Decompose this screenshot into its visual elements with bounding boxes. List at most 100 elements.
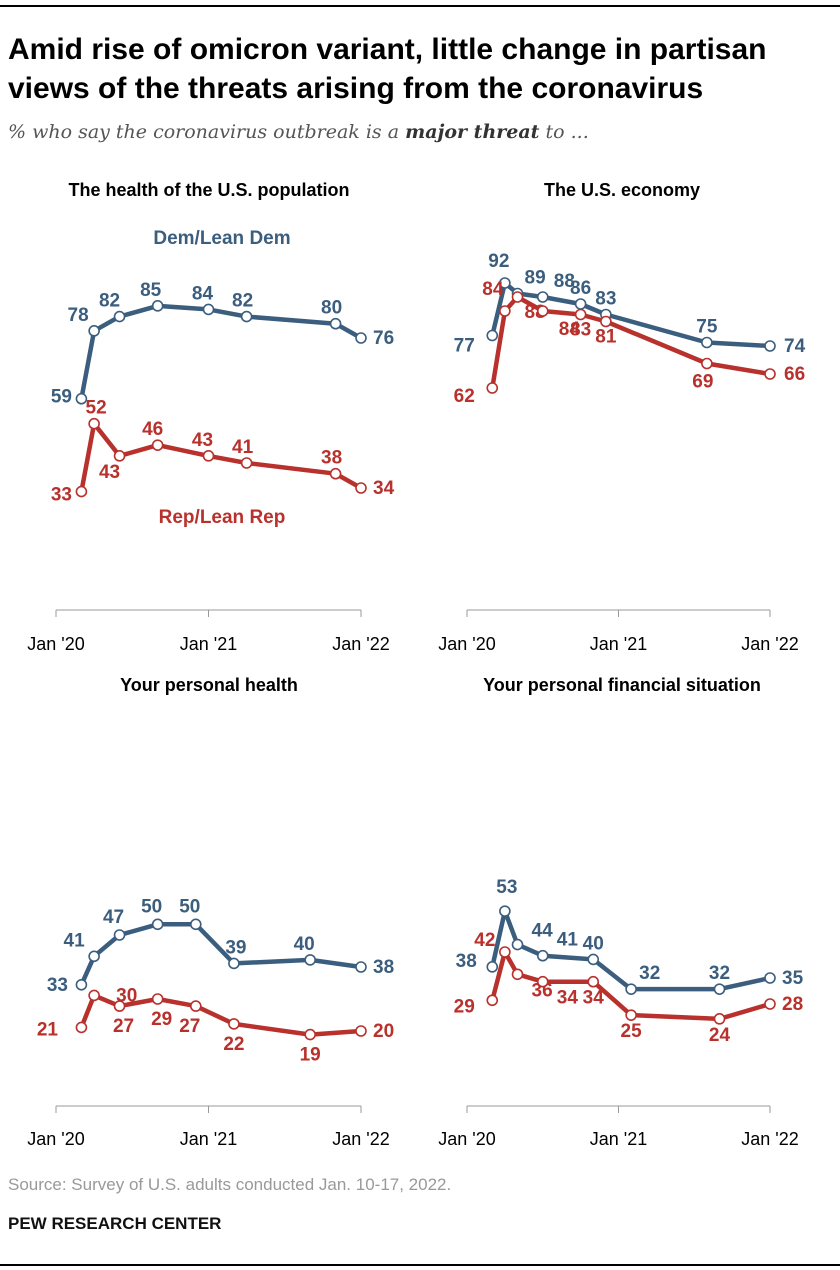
dem-data-label: 39 [225, 937, 246, 958]
rep-data-label: 19 [300, 1045, 321, 1066]
rep-data-point [486, 382, 499, 394]
x-tick-label: Jan '20 [438, 634, 495, 654]
rep-data-point [113, 1000, 126, 1012]
dem-data-label: 92 [488, 251, 509, 272]
rep-data-point [713, 1013, 726, 1025]
dem-data-point [75, 392, 88, 405]
rep-data-label: 52 [86, 398, 107, 419]
x-tick-label: Jan '20 [438, 1129, 495, 1149]
dem-data-label: 38 [456, 951, 477, 972]
dem-data-label: 47 [103, 907, 124, 928]
dem-data-label: 80 [321, 298, 342, 319]
dem-data-label: 86 [570, 278, 591, 299]
dem-series-line [490, 908, 773, 992]
rep-data-point [355, 1025, 367, 1037]
dem-data-point [701, 336, 713, 349]
dem-data-point [88, 325, 100, 337]
rep-data-label: 25 [621, 1021, 643, 1042]
rep-data-point [329, 467, 342, 480]
rep-data-label: 34 [557, 988, 579, 1009]
rep-data-point [189, 1000, 202, 1012]
dem-data-label: 78 [68, 305, 89, 326]
dem-data-point [625, 983, 637, 995]
rep-data-point [574, 308, 587, 321]
rep-data-point [587, 975, 600, 988]
dem-data-point [304, 954, 316, 966]
top-rule [0, 5, 840, 7]
rep-data-label: 34 [373, 478, 395, 499]
page-title: Amid rise of omicron variant, little cha… [8, 33, 767, 105]
dem-data-label: 32 [709, 963, 730, 984]
rep-data-label: 24 [709, 1025, 731, 1046]
rep-data-label: 84 [559, 319, 581, 340]
x-tick-label: Jan '20 [27, 634, 84, 654]
bottom-rule [0, 1264, 840, 1266]
rep-data-label: 20 [373, 1021, 394, 1042]
x-tick-label: Jan '22 [332, 1129, 389, 1149]
rep-data-point [764, 368, 776, 380]
chart-panel-4: Your personal financial situation Jan '20… [438, 675, 803, 1149]
dem-data-label: 50 [179, 896, 200, 917]
dem-data-label: 40 [583, 933, 604, 954]
rep-data-point [499, 946, 511, 958]
page-subtitle: % who say the coronavirus outbreak is a … [8, 121, 589, 143]
dem-data-point [587, 953, 600, 966]
dem-data-label: 32 [639, 963, 660, 984]
x-tick-label: Jan '21 [180, 634, 237, 654]
rep-data-point [511, 968, 524, 981]
rep-data-label: 33 [51, 485, 72, 506]
subtitle-emphasis: major threat [405, 121, 540, 143]
rep-data-point [88, 417, 100, 430]
x-tick-label: Jan '21 [590, 634, 647, 654]
dem-data-label: 44 [532, 921, 554, 942]
organization-name: PEW RESEARCH CENTER [8, 1214, 222, 1233]
dem-data-point [202, 303, 215, 316]
dem-data-point [764, 972, 776, 984]
rep-data-point [536, 305, 549, 317]
dem-data-label: 38 [373, 957, 394, 978]
rep-data-point [486, 994, 499, 1007]
dem-data-label: 89 [525, 268, 546, 289]
rep-data-label: 22 [223, 1034, 244, 1055]
rep-data-point [151, 439, 164, 451]
rep-data-point [228, 1018, 240, 1030]
x-tick-label: Jan '20 [27, 1129, 84, 1149]
dem-data-point [329, 317, 342, 330]
rep-data-label: 29 [151, 1009, 172, 1030]
dem-data-label: 75 [696, 317, 718, 338]
rep-data-point [113, 450, 126, 462]
dem-data-point [499, 277, 511, 289]
dem-data-point [228, 957, 240, 970]
rep-data-point [701, 357, 713, 370]
dem-data-label: 85 [140, 280, 162, 301]
rep-data-label: 46 [142, 419, 163, 440]
rep-data-point [625, 1009, 637, 1021]
x-tick-label: Jan '22 [332, 634, 389, 654]
panel-title: Your personal financial situation [483, 675, 761, 695]
subtitle-text: % who say the coronavirus outbreak is a [8, 121, 406, 143]
dem-data-point [151, 300, 164, 312]
chart-panel-2: The U.S. economy Jan '20 Jan '21 Jan '22 77 9… [438, 180, 805, 654]
rep-data-label: 27 [179, 1016, 200, 1037]
rep-data-point [536, 975, 549, 988]
rep-data-point [151, 993, 164, 1005]
rep-data-label: 29 [454, 996, 475, 1017]
rep-data-point [75, 485, 88, 498]
rep-data-label: 66 [784, 364, 805, 385]
rep-data-label: 36 [532, 980, 553, 1001]
dem-data-point [713, 983, 726, 995]
dem-data-point [499, 905, 511, 917]
x-tick-label: Jan '21 [180, 1129, 237, 1149]
rep-data-label: 62 [454, 386, 475, 407]
x-tick-label: Jan '22 [741, 634, 798, 654]
rep-data-label: 41 [232, 437, 254, 458]
dem-data-point [486, 329, 499, 342]
rep-data-point [88, 989, 100, 1002]
dem-data-point [113, 310, 126, 323]
dem-data-label: 41 [64, 930, 86, 951]
rep-data-label: 43 [99, 462, 120, 483]
dem-data-point [355, 961, 367, 973]
rep-data-label: 42 [474, 930, 495, 951]
rep-data-label: 83 [570, 320, 591, 341]
rep-data-label: 69 [692, 372, 713, 393]
